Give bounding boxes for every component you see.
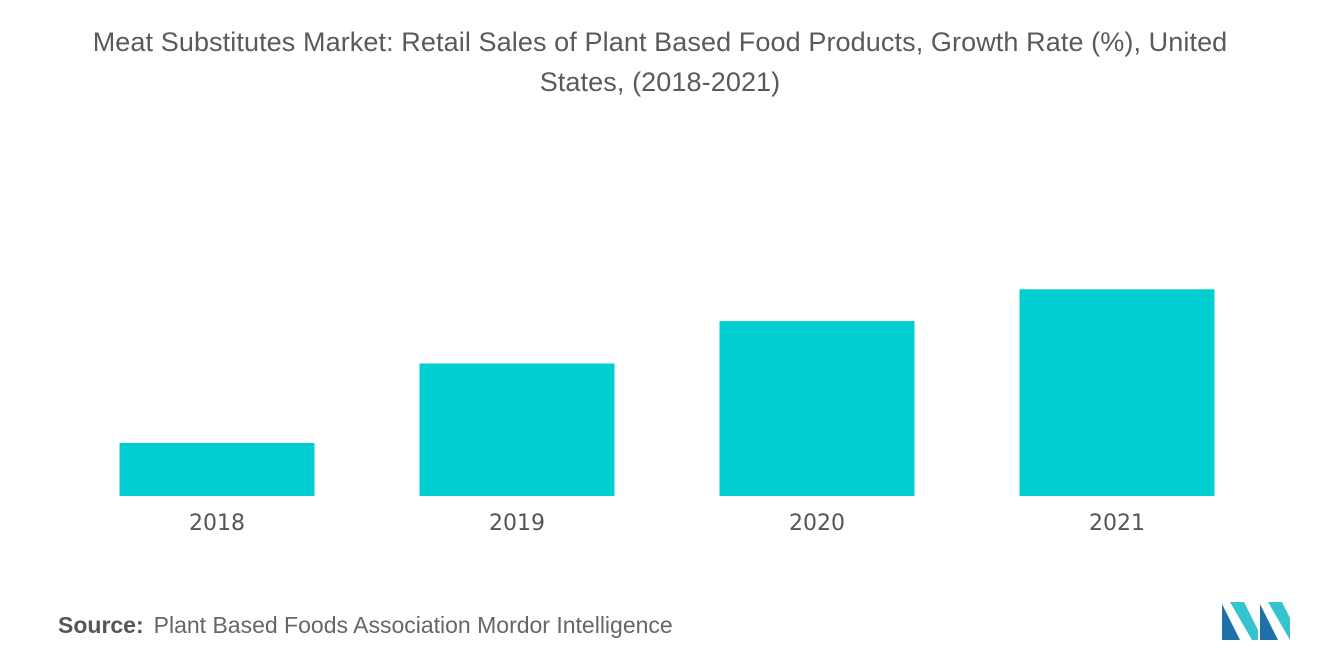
- bar-group: [119, 289, 1215, 496]
- logo-shape-mid-left: [1230, 602, 1258, 640]
- logo-shape-mid-right: [1260, 604, 1278, 640]
- x-tick-label-2020: 2020: [789, 511, 845, 536]
- chart-title-line-2: States, (2018-2021): [539, 67, 781, 97]
- source-label: Source:: [58, 612, 144, 638]
- chart-title: Meat Substitutes Market: Retail Sales of…: [0, 22, 1320, 102]
- bar-2019: [419, 363, 615, 496]
- bar-2018: [119, 443, 315, 496]
- bar-2021: [1019, 289, 1215, 496]
- source-note: Source: Plant Based Foods Association Mor…: [58, 612, 673, 639]
- x-tick-label-2019: 2019: [489, 511, 545, 536]
- x-axis-tick-labels: 2018 2019 2020 2021: [189, 511, 1145, 536]
- source-text: Plant Based Foods Association Mordor Int…: [153, 612, 673, 638]
- logo-shape-right: [1268, 602, 1290, 640]
- chart-title-line-1: Meat Substitutes Market: Retail Sales of…: [92, 27, 1228, 57]
- x-tick-label-2018: 2018: [189, 511, 245, 536]
- logo-shape-left: [1222, 604, 1240, 640]
- mordor-intelligence-logo-icon: [1222, 602, 1290, 640]
- x-tick-label-2021: 2021: [1089, 511, 1145, 536]
- bar-2020: [719, 321, 915, 496]
